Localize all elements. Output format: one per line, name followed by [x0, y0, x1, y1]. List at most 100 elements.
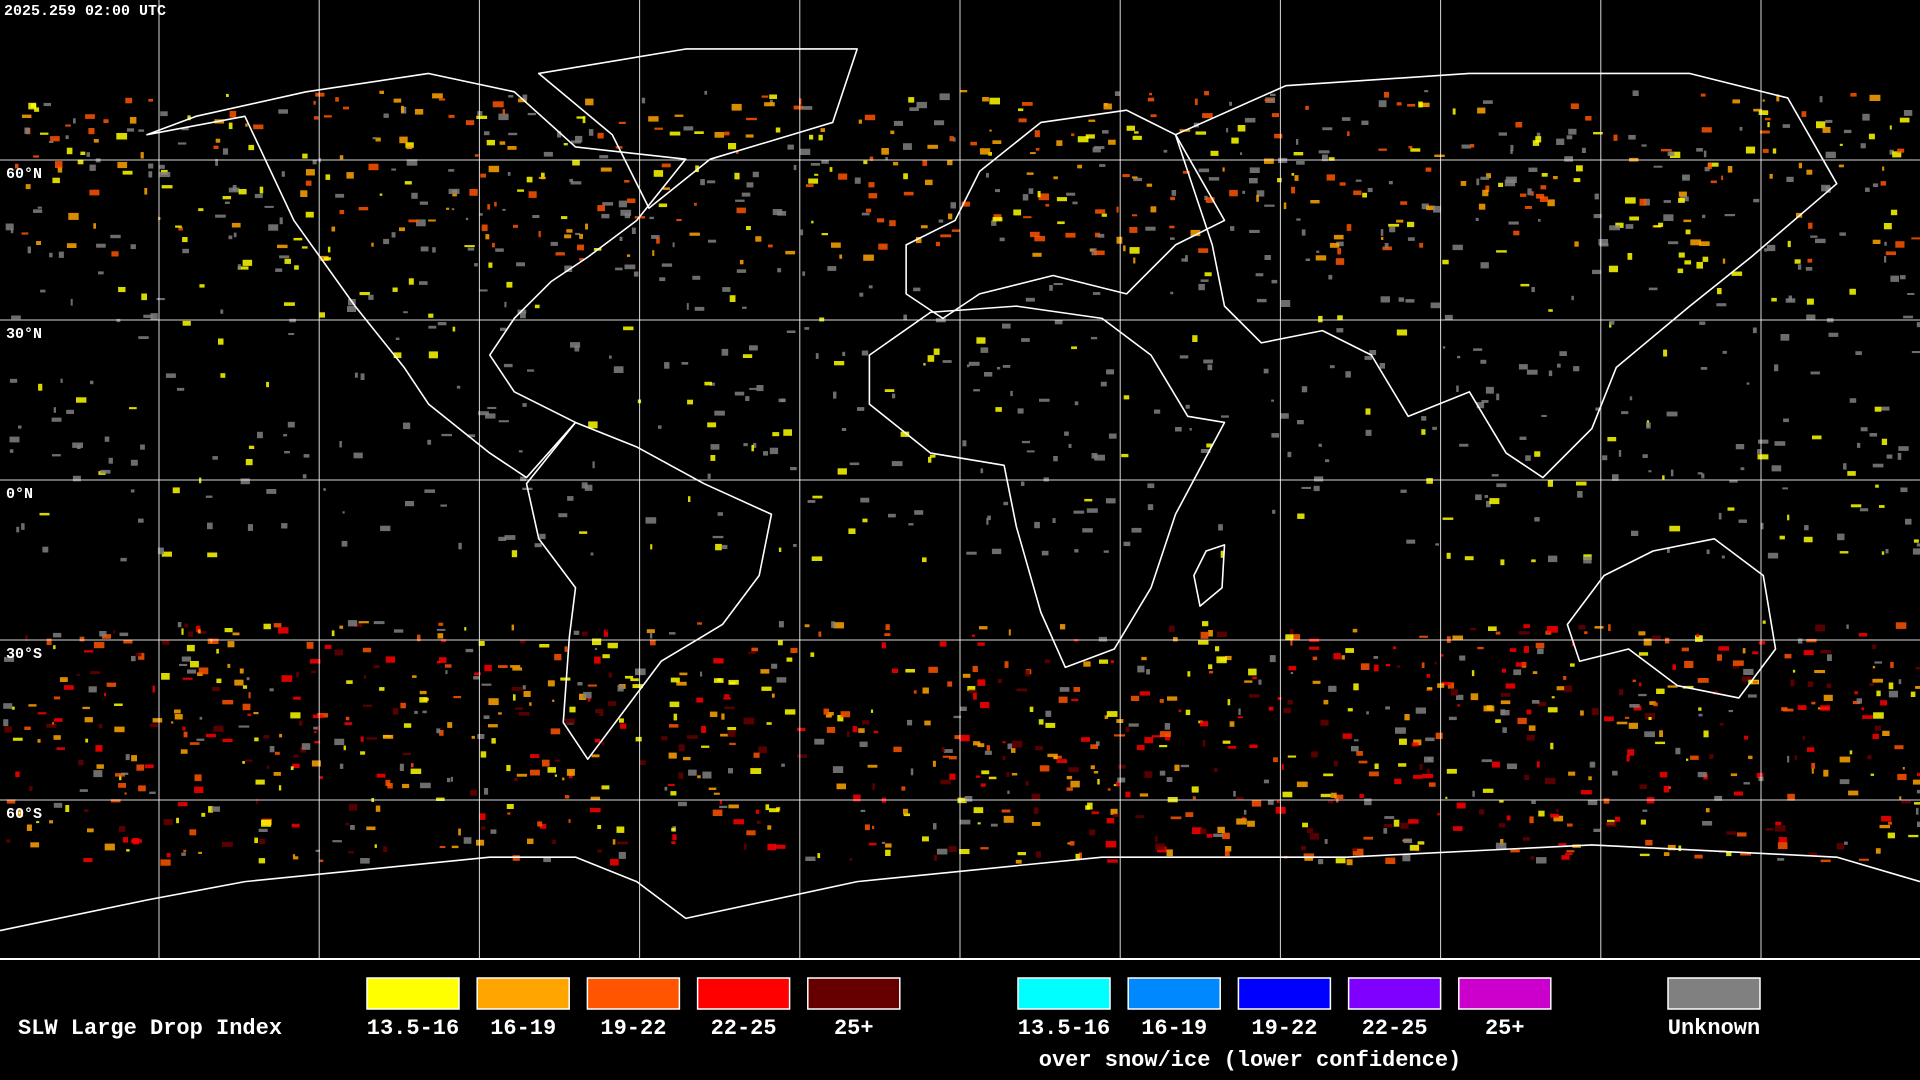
- cloud-speckle: [439, 657, 447, 663]
- cloud-speckle: [448, 188, 460, 194]
- cloud-speckle: [1743, 668, 1754, 675]
- cloud-speckle: [436, 728, 441, 734]
- cloud-speckle: [408, 278, 414, 285]
- cloud-speckle: [1396, 102, 1402, 106]
- cloud-speckle: [903, 808, 909, 815]
- cloud-speckle: [741, 192, 751, 197]
- cloud-speckle: [1322, 127, 1333, 131]
- cloud-speckle: [66, 147, 73, 155]
- cloud-speckle: [1074, 401, 1079, 406]
- cloud-speckle: [995, 189, 1000, 193]
- cloud-speckle: [1233, 790, 1236, 797]
- cloud-speckle: [476, 115, 488, 119]
- cloud-speckle: [1690, 755, 1699, 760]
- cloud-speckle: [1865, 187, 1870, 192]
- cloud-speckle: [935, 241, 940, 247]
- cloud-speckle: [1609, 322, 1612, 328]
- cloud-speckle: [261, 819, 272, 827]
- cloud-speckle: [1053, 176, 1058, 180]
- cloud-speckle: [1457, 704, 1461, 707]
- cloud-speckle: [49, 820, 53, 824]
- cloud-speckle: [254, 737, 259, 742]
- cloud-speckle: [1541, 173, 1548, 177]
- cloud-speckle: [1200, 279, 1209, 282]
- cloud-speckle: [1838, 164, 1844, 168]
- cloud-speckle: [1346, 859, 1353, 866]
- coast-north-america: [147, 73, 686, 477]
- cloud-speckle: [1240, 152, 1243, 155]
- cloud-speckle: [1491, 474, 1499, 477]
- cloud-speckle: [1328, 157, 1335, 161]
- cloud-speckle: [947, 681, 953, 687]
- cloud-speckle: [1520, 283, 1530, 287]
- cloud-speckle: [312, 714, 324, 719]
- cloud-speckle: [1426, 478, 1433, 484]
- cloud-speckle: [1025, 670, 1030, 677]
- cloud-speckle: [790, 467, 797, 471]
- cloud-speckle: [1753, 198, 1760, 203]
- cloud-speckle: [313, 726, 318, 730]
- cloud-speckle: [1806, 169, 1813, 175]
- cloud-speckle: [1430, 302, 1440, 309]
- cloud-speckle: [1734, 791, 1743, 796]
- cloud-speckle: [427, 439, 432, 445]
- cloud-speckle: [1697, 472, 1703, 475]
- cloud-speckle: [1663, 852, 1670, 856]
- cloud-speckle: [1540, 185, 1547, 190]
- cloud-speckle: [211, 806, 220, 812]
- cloud-speckle: [1638, 693, 1647, 697]
- cloud-speckle: [1501, 710, 1510, 716]
- cloud-speckle: [511, 550, 518, 558]
- cloud-speckle: [1006, 772, 1010, 778]
- cloud-speckle: [309, 659, 321, 664]
- cloud-speckle: [1740, 467, 1745, 471]
- cloud-speckle: [1072, 201, 1078, 205]
- cloud-speckle: [547, 767, 556, 773]
- cloud-speckle: [1802, 735, 1805, 740]
- cloud-speckle: [1389, 226, 1396, 233]
- cloud-speckle: [928, 666, 938, 673]
- cloud-speckle: [704, 90, 708, 95]
- cloud-speckle: [1632, 679, 1636, 683]
- cloud-speckle: [1037, 191, 1041, 198]
- cloud-speckle: [118, 287, 126, 293]
- cloud-speckle: [713, 792, 720, 795]
- cloud-speckle: [1524, 774, 1530, 780]
- cloud-speckle: [787, 144, 794, 150]
- cloud-speckle: [602, 654, 610, 659]
- cloud-speckle: [709, 382, 715, 386]
- cloud-speckle: [171, 721, 174, 724]
- cloud-speckle: [522, 685, 526, 690]
- cloud-speckle: [1444, 314, 1453, 320]
- cloud-speckle: [809, 134, 814, 140]
- cloud-speckle: [907, 719, 913, 726]
- cloud-speckle: [1653, 702, 1658, 707]
- cloud-speckle: [1913, 539, 1919, 543]
- cloud-speckle: [1598, 239, 1609, 246]
- cloud-speckle: [120, 557, 127, 562]
- cloud-speckle: [1883, 223, 1892, 230]
- cloud-speckle: [786, 330, 796, 333]
- cloud-speckle: [865, 824, 870, 831]
- cloud-speckle: [1360, 663, 1370, 670]
- cloud-speckle: [79, 789, 88, 792]
- cloud-speckle: [868, 842, 877, 846]
- cloud-speckle: [1185, 404, 1190, 409]
- cloud-speckle: [1166, 777, 1173, 782]
- cloud-speckle: [305, 180, 312, 186]
- cloud-speckle: [1480, 176, 1490, 180]
- cloud-speckle: [709, 711, 718, 717]
- cloud-speckle: [1629, 216, 1639, 221]
- cloud-speckle: [688, 769, 697, 776]
- cloud-speckle: [1873, 712, 1884, 719]
- cloud-speckle: [414, 710, 418, 714]
- cloud-speckle: [110, 799, 121, 803]
- cloud-speckle: [1003, 501, 1009, 506]
- cloud-speckle: [196, 625, 201, 633]
- cloud-speckle: [1421, 203, 1429, 210]
- cloud-speckle: [1070, 780, 1080, 788]
- cloud-speckle: [1509, 648, 1517, 652]
- cloud-speckle: [1320, 793, 1331, 798]
- cloud-speckle: [1135, 815, 1144, 818]
- cloud-speckle: [245, 459, 253, 466]
